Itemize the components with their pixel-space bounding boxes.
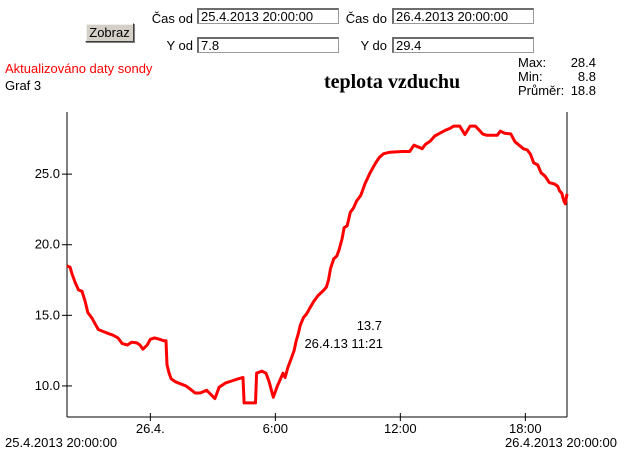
y-tick-label: 10.0 xyxy=(35,378,60,393)
y-do-label: Y do xyxy=(360,38,387,53)
cas-do-input[interactable] xyxy=(392,8,534,24)
max-value: 28.4 xyxy=(570,55,596,70)
temperature-line xyxy=(66,124,569,405)
x-tick-label: 18:00 xyxy=(509,421,542,436)
y-od-input[interactable] xyxy=(197,37,339,53)
annotation-time: 26.4.13 11:21 xyxy=(304,336,383,351)
y-tick-label: 20.0 xyxy=(35,237,60,252)
stats-block: Max: 28.4 Min: 8.8 Průměr: 18.8 xyxy=(518,56,596,98)
cas-od-input[interactable] xyxy=(197,8,339,24)
min-label: Min: xyxy=(518,69,543,84)
x-end-label: 26.4.2013 20:00:00 xyxy=(505,435,617,450)
annotation-value: 13.7 xyxy=(357,318,382,333)
max-label: Max: xyxy=(518,55,547,70)
chart-title: teplota vzduchu xyxy=(323,71,461,93)
x-tick-label: 26.4. xyxy=(136,421,165,436)
chart-plot-area[interactable]: 10.0 15.0 20.0 25.0 26.4. 6:00 12:00 18:00 25.4.… xyxy=(0,100,629,470)
y-tick-label: 25.0 xyxy=(35,166,60,181)
min-value: 8.8 xyxy=(577,69,596,84)
zobraz-button[interactable]: Zobraz xyxy=(85,23,134,42)
avg-label: Průměr: xyxy=(518,83,565,98)
x-tick-label: 6:00 xyxy=(263,421,288,436)
graph-number-label: Graf 3 xyxy=(5,78,42,93)
x-start-label: 25.4.2013 20:00:00 xyxy=(5,435,117,450)
x-tick-label: 12:00 xyxy=(384,421,417,436)
cas-od-label: Čas od xyxy=(151,11,193,26)
y-tick-label: 15.0 xyxy=(35,307,60,322)
status-text: Aktualizováno daty sondy xyxy=(5,61,153,76)
avg-value: 18.8 xyxy=(570,83,596,98)
y-od-label: Y od xyxy=(166,38,193,53)
cas-do-label: Čas do xyxy=(345,11,387,26)
y-do-input[interactable] xyxy=(392,37,534,53)
